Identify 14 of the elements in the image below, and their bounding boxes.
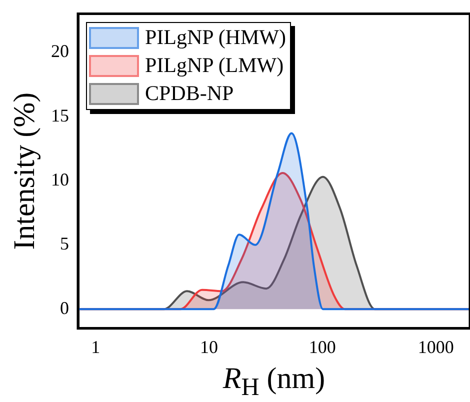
x-tick-label: 1 <box>91 336 100 357</box>
y-axis-title: Intensity (%) <box>8 92 41 250</box>
y-tick-label: 0 <box>60 298 69 318</box>
y-tick-label: 20 <box>51 41 69 62</box>
y-tick-label: 5 <box>60 234 69 254</box>
x-tick-label: 100 <box>308 336 336 357</box>
x-tick-label: 10 <box>200 336 218 357</box>
legend-label: CPDB-NP <box>145 81 234 106</box>
legend-label: PILgNP (LMW) <box>145 53 284 78</box>
y-tick-label: 10 <box>51 169 69 190</box>
x-axis-title: R$_{H}$ (nm) <box>222 362 326 402</box>
legend-label: PILgNP (HMW) <box>145 25 286 50</box>
y-tick-label: 15 <box>51 105 69 126</box>
x-tick-label: 1000 <box>418 336 454 357</box>
